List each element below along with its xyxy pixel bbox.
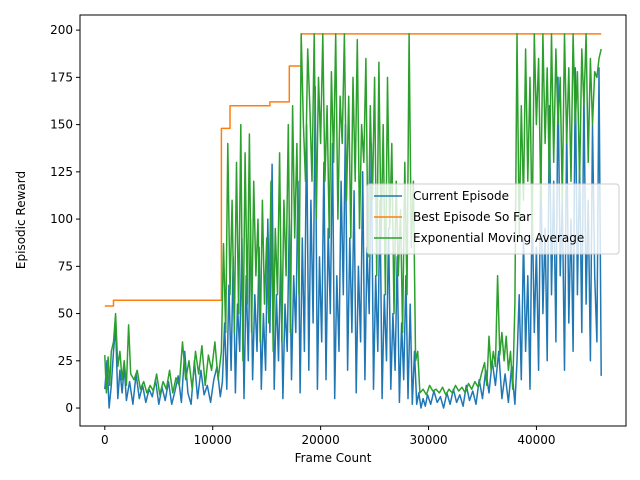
series-line-best-episode-so-far xyxy=(104,33,602,307)
x-tick-label: 0 xyxy=(101,433,109,447)
y-tick-label: 175 xyxy=(50,70,73,84)
y-tick-label: 50 xyxy=(58,307,73,321)
legend-label-moving-average: Exponential Moving Average xyxy=(413,231,584,245)
y-tick-label: 25 xyxy=(58,354,73,368)
legend-box xyxy=(366,183,620,255)
series-line-current-episode xyxy=(104,67,602,409)
x-axis-ticks: 0 10000 20000 30000 40000 xyxy=(101,426,556,447)
x-tick-label: 40000 xyxy=(517,433,555,447)
series-layer xyxy=(104,33,602,409)
plot-frame xyxy=(79,14,627,427)
y-axis-ticks: 0 25 50 75 100 125 150 175 200 xyxy=(50,23,80,415)
y-tick-label: 75 xyxy=(58,259,73,273)
series-line-exponential-moving-average xyxy=(104,33,602,396)
y-tick-label: 100 xyxy=(50,212,73,226)
y-tick-label: 150 xyxy=(50,118,73,132)
legend-label-best-episode: Best Episode So Far xyxy=(413,210,531,224)
x-tick-label: 10000 xyxy=(194,433,232,447)
x-tick-label: 30000 xyxy=(409,433,447,447)
x-axis-label: Frame Count xyxy=(295,451,372,465)
x-tick-label: 20000 xyxy=(302,433,340,447)
legend: Current Episode Best Episode So Far Expo… xyxy=(366,183,620,255)
y-tick-label: 200 xyxy=(50,23,73,37)
y-tick-label: 0 xyxy=(65,401,73,415)
legend-label-current-episode: Current Episode xyxy=(413,189,509,203)
y-tick-label: 125 xyxy=(50,165,73,179)
y-axis-label: Episodic Reward xyxy=(14,171,28,269)
